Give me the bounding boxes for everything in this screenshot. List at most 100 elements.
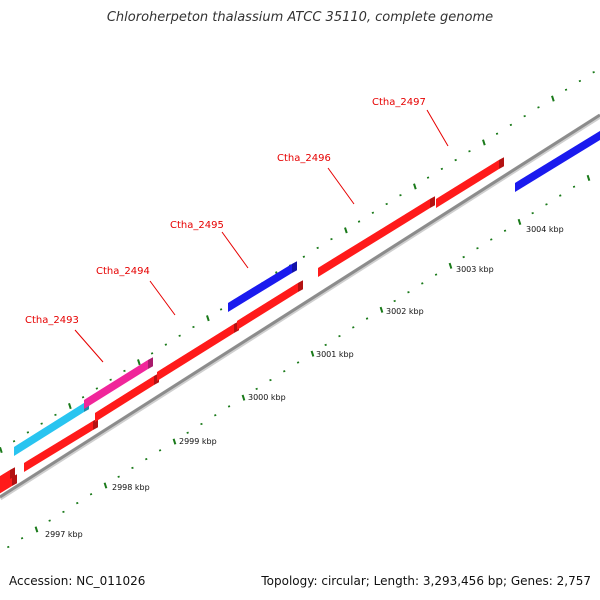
tick-mark bbox=[255, 387, 258, 390]
gene-feature[interactable] bbox=[228, 261, 297, 312]
tick-mark bbox=[482, 139, 486, 146]
tick-mark bbox=[178, 334, 181, 337]
tick-mark bbox=[269, 378, 272, 382]
tick-mark bbox=[523, 115, 526, 118]
gene-label-ctha-2496[interactable]: Ctha_2496 bbox=[277, 153, 331, 164]
tick-mark bbox=[426, 176, 430, 179]
kbp-label-3001: 3001 kbp bbox=[316, 350, 354, 359]
tick-mark bbox=[537, 106, 540, 109]
tick-mark bbox=[117, 475, 120, 478]
tick-mark bbox=[137, 359, 141, 366]
tick-mark bbox=[103, 482, 108, 489]
kbp-label-3004: 3004 kbp bbox=[526, 225, 564, 234]
tick-mark bbox=[551, 95, 555, 102]
tick-mark bbox=[296, 361, 300, 364]
tick-mark bbox=[310, 350, 315, 357]
label-leaders bbox=[74, 109, 449, 363]
tick-mark bbox=[545, 203, 548, 206]
accession-label: Accession: NC_011026 bbox=[9, 574, 146, 588]
tick-mark bbox=[214, 414, 217, 417]
tick-mark bbox=[357, 220, 361, 223]
tick-mark bbox=[34, 526, 39, 533]
tick-mark bbox=[434, 273, 438, 276]
gene-labels: Ctha_2493 Ctha_2494 Ctha_2495 Ctha_2496 … bbox=[25, 97, 426, 326]
tick-mark bbox=[40, 422, 43, 425]
tick-mark bbox=[89, 493, 93, 496]
kbp-label-2998: 2998 kbp bbox=[112, 483, 150, 492]
tick-mark bbox=[26, 431, 30, 434]
gene-feature[interactable] bbox=[0, 467, 15, 487]
tick-mark bbox=[227, 405, 231, 408]
tick-mark bbox=[495, 132, 499, 135]
tick-mark bbox=[302, 255, 306, 258]
tick-mark bbox=[509, 123, 513, 127]
tick-mark bbox=[503, 229, 507, 232]
tick-mark bbox=[578, 79, 582, 83]
kbp-label-3000: 3000 kbp bbox=[248, 393, 286, 402]
tick-mark bbox=[448, 262, 453, 269]
tick-mark bbox=[54, 413, 57, 416]
gene-label-ctha-2494[interactable]: Ctha_2494 bbox=[96, 266, 150, 277]
tick-mark bbox=[586, 174, 591, 182]
tick-mark bbox=[324, 343, 327, 347]
tick-mark bbox=[572, 185, 576, 188]
tick-mark bbox=[559, 194, 562, 197]
tick-mark bbox=[158, 449, 162, 452]
tick-mark bbox=[186, 431, 189, 434]
tick-mark bbox=[421, 282, 424, 285]
tick-mark bbox=[393, 299, 396, 303]
tick-row-bottom bbox=[7, 174, 591, 549]
tick-mark bbox=[344, 227, 348, 234]
kbp-label-2999: 2999 kbp bbox=[179, 437, 217, 446]
kbp-labels: 2997 kbp 2998 kbp 2999 kbp 3000 kbp 3001… bbox=[45, 225, 564, 539]
tick-mark bbox=[48, 519, 51, 522]
gene-feature[interactable] bbox=[515, 128, 600, 192]
tick-mark bbox=[379, 306, 384, 313]
tick-mark bbox=[172, 438, 177, 445]
genome-summary: Topology: circular; Length: 3,293,456 bp… bbox=[261, 574, 591, 588]
tick-mark bbox=[385, 202, 388, 206]
tick-mark bbox=[0, 446, 3, 454]
gene-feature[interactable] bbox=[24, 418, 98, 472]
tick-mark bbox=[20, 537, 24, 540]
tick-mark bbox=[330, 238, 333, 241]
gene-feature[interactable] bbox=[436, 157, 504, 208]
tick-mark bbox=[206, 315, 210, 322]
gene-label-ctha-2497[interactable]: Ctha_2497 bbox=[372, 97, 426, 108]
tick-mark bbox=[517, 218, 522, 225]
tick-mark bbox=[200, 422, 203, 426]
tick-mark bbox=[454, 158, 457, 162]
tick-mark bbox=[131, 466, 134, 470]
gene-label-ctha-2495[interactable]: Ctha_2495 bbox=[170, 220, 224, 231]
kbp-label-3003: 3003 kbp bbox=[456, 265, 494, 274]
tick-mark bbox=[407, 291, 410, 294]
tick-mark bbox=[95, 387, 99, 390]
tick-mark bbox=[338, 335, 341, 338]
tick-mark bbox=[109, 378, 112, 381]
feature-track bbox=[0, 128, 600, 494]
tick-mark bbox=[192, 325, 195, 329]
tick-mark bbox=[81, 396, 85, 399]
tick-mark bbox=[164, 343, 168, 346]
tick-mark bbox=[145, 458, 148, 461]
tick-mark bbox=[283, 370, 286, 373]
tick-mark bbox=[468, 150, 471, 153]
tick-mark bbox=[476, 247, 479, 250]
tick-mark bbox=[462, 255, 465, 259]
tick-mark bbox=[12, 440, 16, 443]
tick-mark bbox=[316, 246, 319, 250]
tick-mark bbox=[62, 510, 65, 513]
tick-mark bbox=[219, 308, 223, 311]
gene-label-ctha-2493[interactable]: Ctha_2493 bbox=[25, 315, 79, 326]
tick-mark bbox=[123, 369, 126, 373]
tick-mark bbox=[440, 167, 444, 170]
backbone bbox=[0, 113, 600, 501]
tick-mark bbox=[68, 403, 72, 410]
tick-mark bbox=[592, 71, 595, 74]
tick-mark bbox=[371, 211, 375, 214]
gene-feature[interactable] bbox=[237, 280, 303, 330]
gene-feature[interactable] bbox=[318, 196, 435, 277]
gene-feature[interactable] bbox=[84, 357, 153, 409]
